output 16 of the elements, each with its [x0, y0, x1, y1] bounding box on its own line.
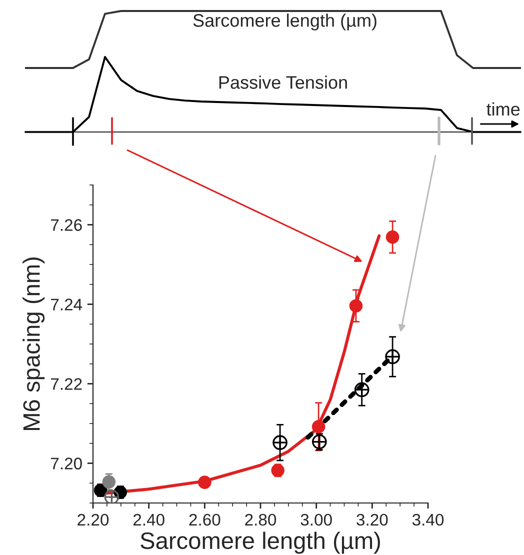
y-tick-label: 7.20 [51, 458, 82, 470]
y-axis-title: M6 spacing (nm) [22, 258, 45, 430]
x-tick-label: 2.40 [133, 514, 164, 526]
y-tick-label: 7.24 [51, 298, 82, 310]
x-tick-label: 2.80 [245, 514, 276, 526]
x-tick-label: 3.20 [356, 514, 388, 526]
x-tick-label: 2.60 [189, 514, 220, 526]
x-axis-title: time [486, 102, 520, 116]
x-tick-label: 2.20 [78, 514, 109, 526]
y-tick-label: 7.22 [51, 378, 82, 390]
x-tick-label: 3.00 [300, 514, 332, 526]
x-tick-label: 3.40 [412, 514, 444, 526]
series-label: Passive Tension [219, 76, 347, 89]
y-tick-label: 7.26 [51, 219, 82, 231]
x-axis-title: Sarcomere length (µm) [140, 532, 380, 554]
series-label: Sarcomere length (µm) [193, 14, 376, 30]
